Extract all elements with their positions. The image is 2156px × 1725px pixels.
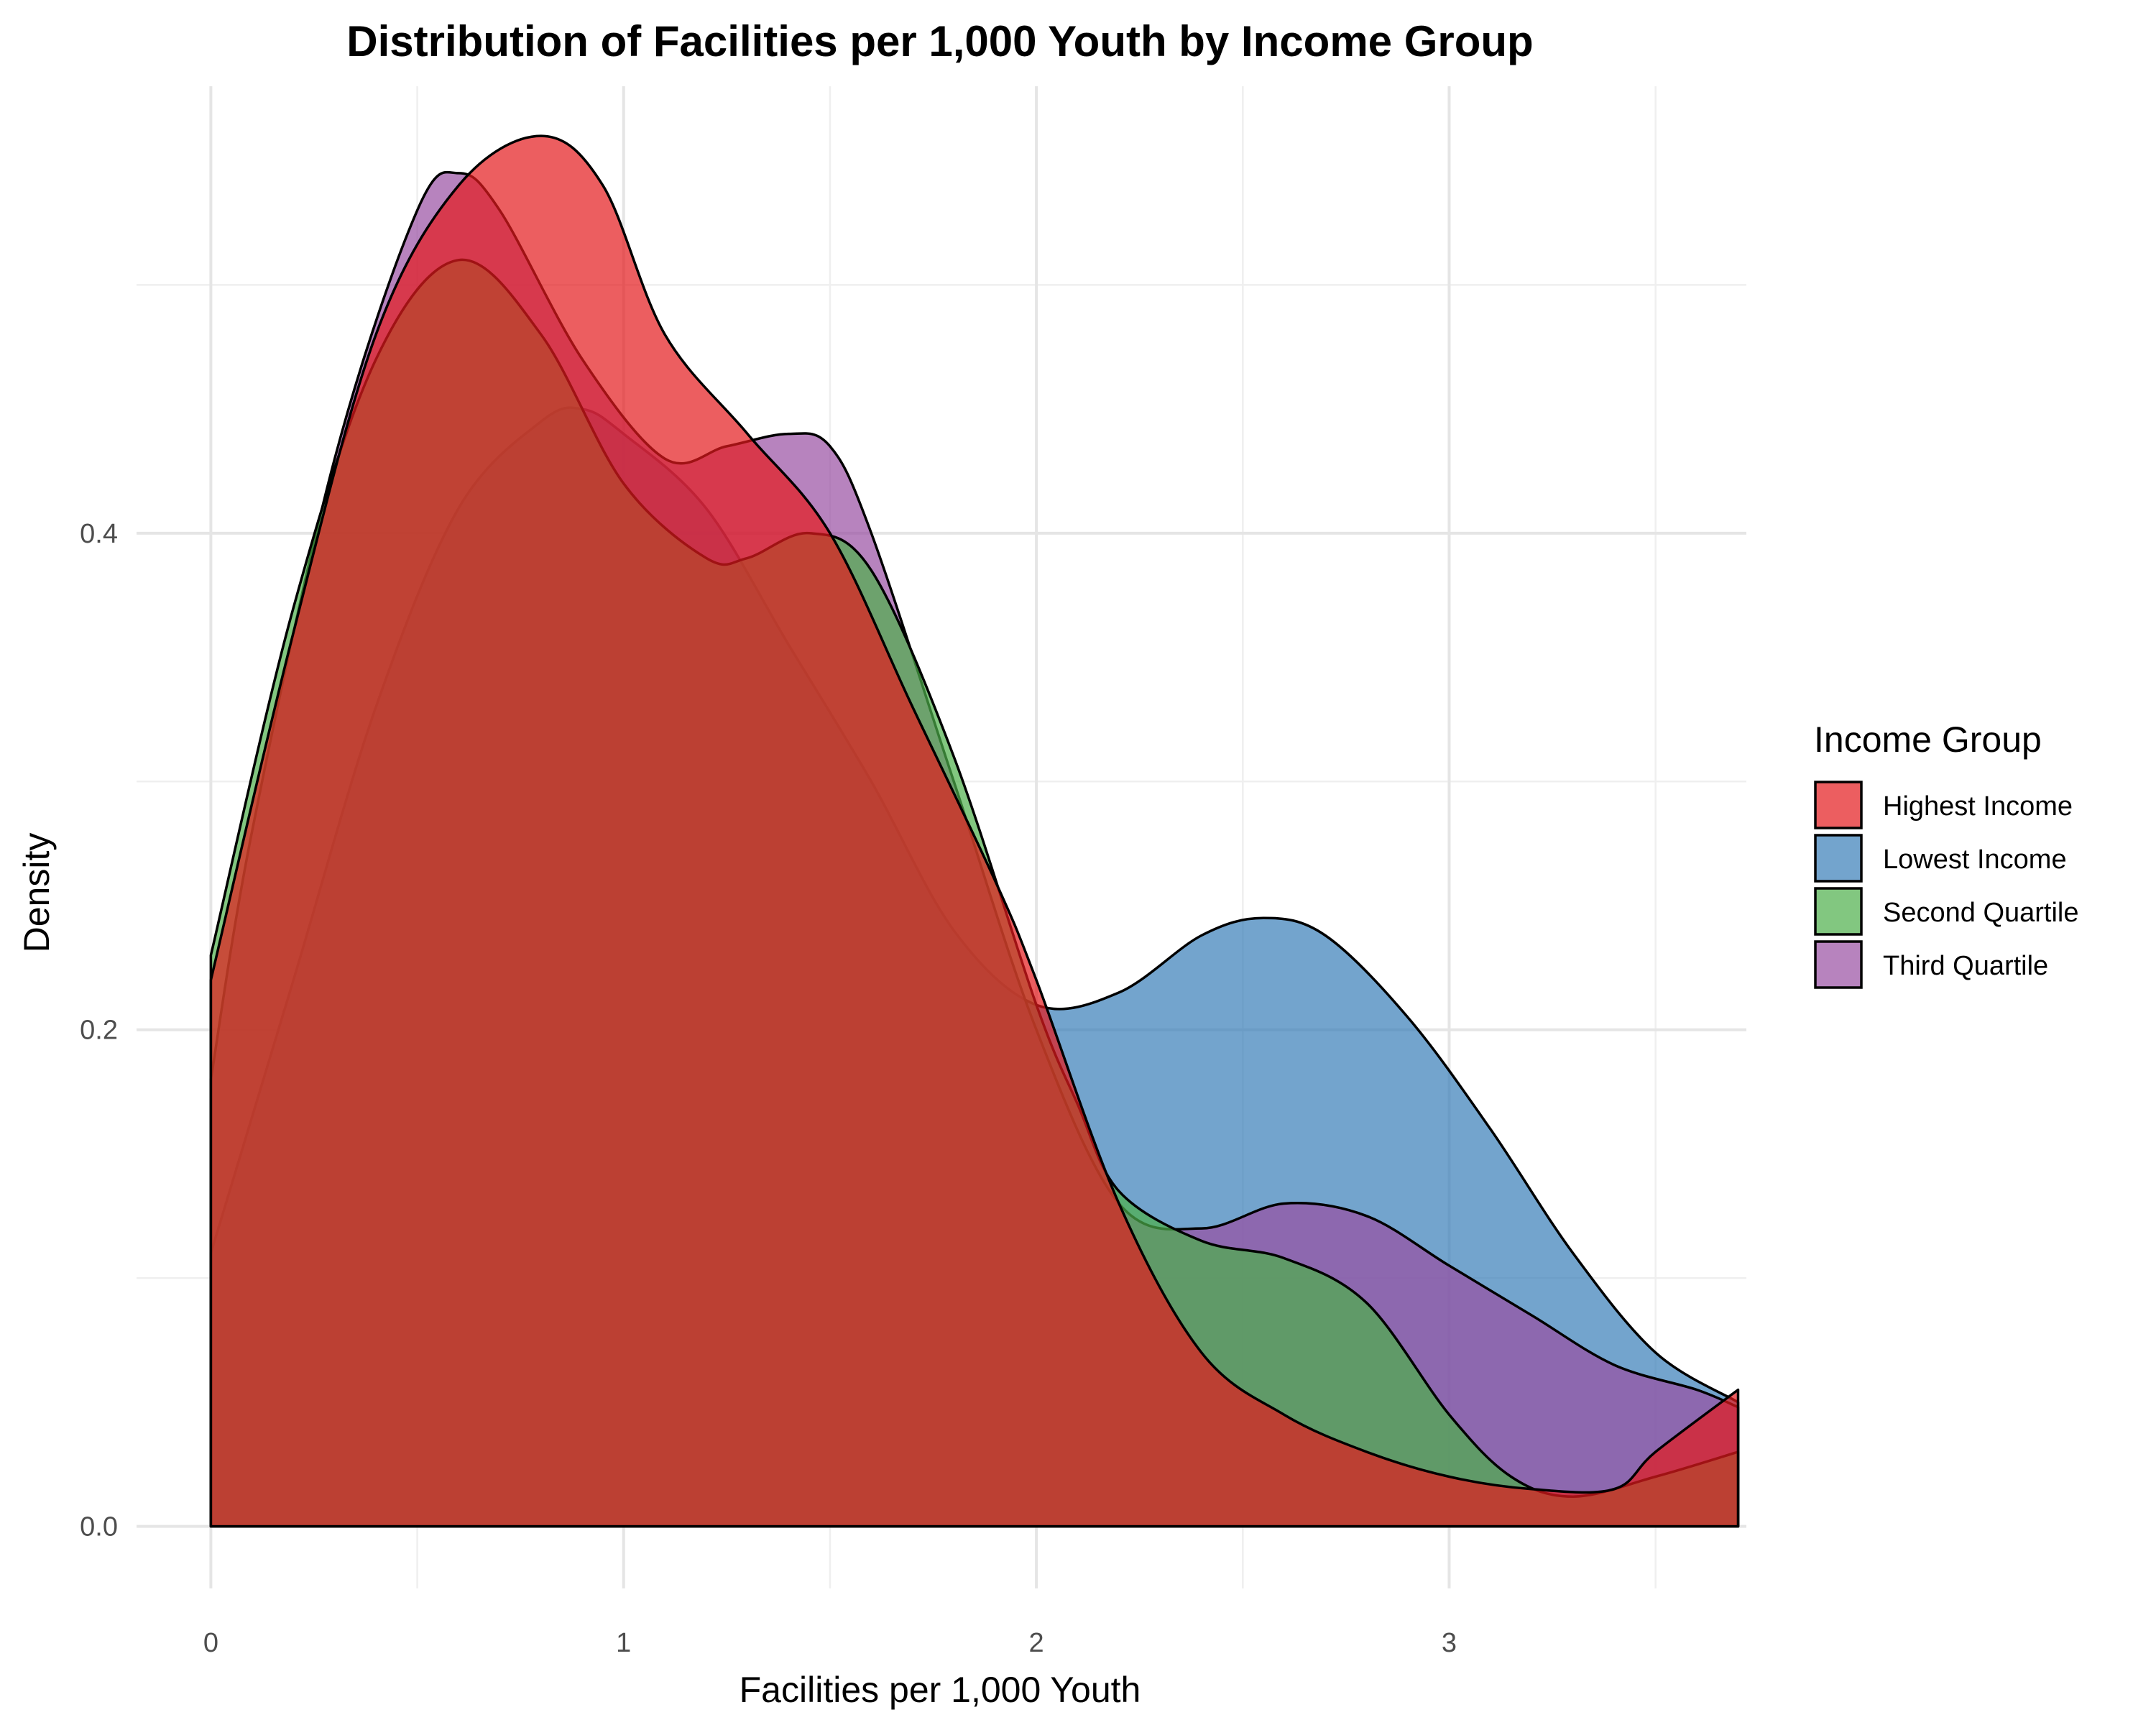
legend-label-lowest-income: Lowest Income xyxy=(1883,845,2067,875)
legend-label-second-quartile: Second Quartile xyxy=(1883,898,2079,928)
legend-label-highest-income: Highest Income xyxy=(1883,791,2073,822)
y-tick-label: 0.2 xyxy=(80,1016,118,1046)
density-area-highest-income xyxy=(209,134,1740,1528)
x-tick-label: 3 xyxy=(1442,1628,1457,1658)
legend-label-third-quartile: Third Quartile xyxy=(1883,951,2048,981)
y-axis-title: Density xyxy=(17,833,57,953)
legend-swatch-highest-income xyxy=(1814,781,1863,829)
density-areas xyxy=(209,134,1740,1528)
x-axis-ticks: 0 1 2 3 xyxy=(203,1628,1457,1658)
legend-swatch-third-quartile xyxy=(1814,940,1863,989)
legend-swatch-second-quartile xyxy=(1814,887,1863,936)
x-axis-title: Facilities per 1,000 Youth xyxy=(740,1670,1141,1710)
y-axis-ticks: 0.0 0.2 0.4 xyxy=(80,519,118,1542)
legend-title: Income Group xyxy=(1814,719,2042,760)
legend-swatch-lowest-income xyxy=(1814,834,1863,883)
y-tick-label: 0.4 xyxy=(80,519,118,549)
x-tick-label: 0 xyxy=(203,1628,218,1658)
chart-title: Distribution of Facilities per 1,000 You… xyxy=(346,17,1533,65)
legend-items: Highest Income Lowest Income Second Quarti… xyxy=(1814,781,2079,989)
y-tick-label: 0.0 xyxy=(80,1512,118,1542)
x-tick-label: 1 xyxy=(616,1628,631,1658)
x-tick-label: 2 xyxy=(1029,1628,1044,1658)
legend: Income Group Highest Income Lowest Income… xyxy=(1814,719,2079,989)
